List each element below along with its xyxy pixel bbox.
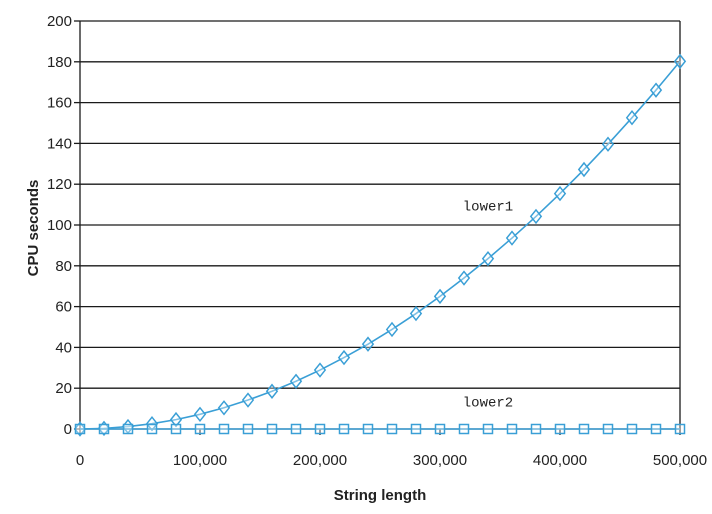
series-lower2: [74, 423, 686, 435]
data-point-lower1: [601, 136, 615, 152]
data-point-lower1: [529, 208, 543, 225]
data-point-lower2: [218, 423, 230, 435]
data-point-lower2: [170, 423, 182, 435]
x-axis-title: String length: [334, 487, 427, 504]
data-point-lower2: [650, 423, 662, 435]
data-point-lower2: [194, 423, 206, 435]
data-point-lower2: [434, 423, 446, 435]
grid-layer: [80, 20, 680, 430]
data-point-lower2: [74, 423, 86, 435]
series-layer: [73, 53, 687, 437]
series-line-lower1: [79, 60, 681, 430]
y-tick-label: 160: [47, 95, 72, 112]
y-tick-label: 180: [47, 54, 72, 71]
data-point-lower1: [217, 400, 231, 416]
data-point-lower1: [481, 250, 495, 267]
x-tick-label: 300,000: [413, 452, 467, 469]
data-point-lower2: [602, 423, 614, 435]
data-point-lower2: [98, 423, 110, 435]
x-tick-label: 100,000: [173, 452, 227, 469]
data-point-lower1: [625, 109, 639, 126]
data-point-lower2: [338, 423, 350, 435]
data-point-lower2: [482, 423, 494, 435]
x-tick-label: 200,000: [293, 452, 347, 469]
data-point-lower2: [458, 423, 470, 435]
data-point-lower2: [530, 423, 542, 435]
data-point-lower2: [362, 423, 374, 435]
data-point-lower1: [241, 392, 255, 408]
y-tick-label: 140: [47, 135, 72, 152]
series-label-lower2: lower2: [463, 396, 513, 412]
data-point-lower2: [674, 423, 686, 435]
y-tick-label: 60: [55, 299, 72, 316]
data-point-lower2: [506, 423, 518, 435]
data-point-lower2: [266, 423, 278, 435]
y-tick-label: 200: [47, 13, 72, 30]
data-point-lower1: [553, 185, 567, 202]
data-point-lower1: [457, 270, 471, 286]
series-label-lower1: lower1: [463, 200, 513, 216]
data-point-lower2: [290, 423, 302, 435]
y-tick-label: 100: [47, 217, 72, 234]
axis-layer: [74, 20, 681, 435]
data-point-lower2: [554, 423, 566, 435]
data-point-lower1: [145, 415, 159, 432]
label-layer: String length CPU seconds 0 20 40 60 80 100 12…: [25, 13, 707, 504]
data-point-lower2: [314, 423, 326, 435]
data-point-lower1: [577, 161, 591, 178]
y-tick-label: 80: [55, 258, 72, 275]
x-tick-label: 500,000: [653, 452, 707, 469]
data-point-lower1: [265, 383, 279, 399]
data-point-lower1: [673, 53, 687, 70]
data-point-lower1: [505, 230, 519, 246]
data-point-lower1: [649, 82, 663, 98]
y-tick-label: 0: [64, 421, 72, 438]
data-point-lower1: [433, 288, 447, 305]
data-point-lower1: [337, 349, 351, 366]
data-point-lower2: [578, 423, 590, 435]
data-point-lower1: [385, 321, 399, 338]
series-lower1: [73, 53, 687, 437]
data-point-lower2: [386, 423, 398, 435]
data-point-lower2: [242, 423, 254, 435]
data-point-lower2: [122, 423, 134, 435]
y-tick-label: 40: [55, 339, 72, 356]
y-tick-label: 20: [55, 380, 72, 397]
data-point-lower1: [169, 411, 183, 428]
x-tick-label: 0: [76, 452, 84, 469]
data-point-lower2: [626, 423, 638, 435]
y-tick-label: 120: [47, 176, 72, 193]
x-tick-label: 400,000: [533, 452, 587, 469]
data-point-lower1: [409, 305, 423, 322]
data-point-lower1: [289, 373, 303, 389]
data-point-lower1: [361, 336, 375, 352]
data-point-lower1: [313, 362, 327, 378]
y-axis-title: CPU seconds: [25, 180, 42, 277]
data-point-lower2: [410, 423, 422, 435]
data-point-lower1: [193, 406, 207, 423]
data-point-lower2: [146, 423, 158, 435]
